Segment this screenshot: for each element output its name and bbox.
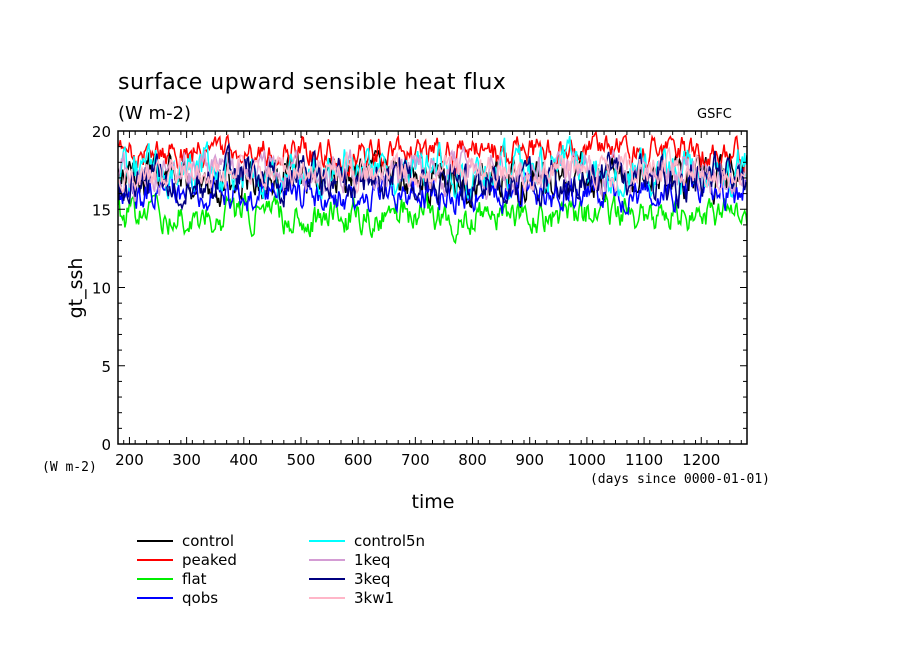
x-tick-label: 1100	[625, 451, 663, 469]
x-tick-label: 300	[172, 451, 201, 469]
x-axis-label: time	[412, 491, 455, 513]
x-tick-label: 200	[115, 451, 144, 469]
y-units-label: (W m-2)	[42, 460, 97, 475]
legend-label-3kw1: 3kw1	[354, 589, 394, 607]
x-tick-label: 800	[458, 451, 487, 469]
y-tick-label: 5	[101, 358, 111, 376]
y-tick-label: 20	[92, 123, 111, 141]
x-tick-label: 1000	[568, 451, 606, 469]
legend-label-qobs: qobs	[182, 589, 218, 607]
chart-units: (W m-2)	[118, 103, 191, 124]
x-units-label: (days since 0000-01-01)	[590, 472, 770, 487]
y-tick-label: 10	[92, 280, 111, 298]
series-line-flat	[118, 192, 747, 245]
x-tick-label: 600	[344, 451, 373, 469]
legend-label-control: control	[182, 532, 234, 550]
legend-label-1keq: 1keq	[354, 551, 390, 569]
legend-label-peaked: peaked	[182, 551, 237, 569]
x-tick-label: 400	[229, 451, 258, 469]
legend-label-flat: flat	[182, 570, 207, 588]
x-tick-label: 500	[287, 451, 316, 469]
series-line-1keq	[118, 145, 747, 202]
tick-layer: 200 300 400 500 600 700 800 900 1000 1100 1200 0 5 10…	[92, 123, 747, 469]
x-tick-label: 900	[515, 451, 544, 469]
series-line-qobs	[118, 169, 747, 216]
y-tick-label: 15	[92, 201, 111, 219]
y-axis-label: gt_ssh	[65, 258, 87, 319]
legend-label-3keq: 3keq	[354, 570, 390, 588]
chart-title: surface upward sensible heat flux	[118, 70, 506, 95]
series-layer	[118, 130, 747, 245]
series-line-3kw1	[118, 146, 747, 195]
x-tick-label: 700	[401, 451, 430, 469]
x-tick-label: 1200	[682, 451, 720, 469]
legend-label-control5n: control5n	[354, 532, 425, 550]
source-label: GSFC	[697, 107, 732, 122]
y-tick-label: 0	[101, 436, 111, 454]
